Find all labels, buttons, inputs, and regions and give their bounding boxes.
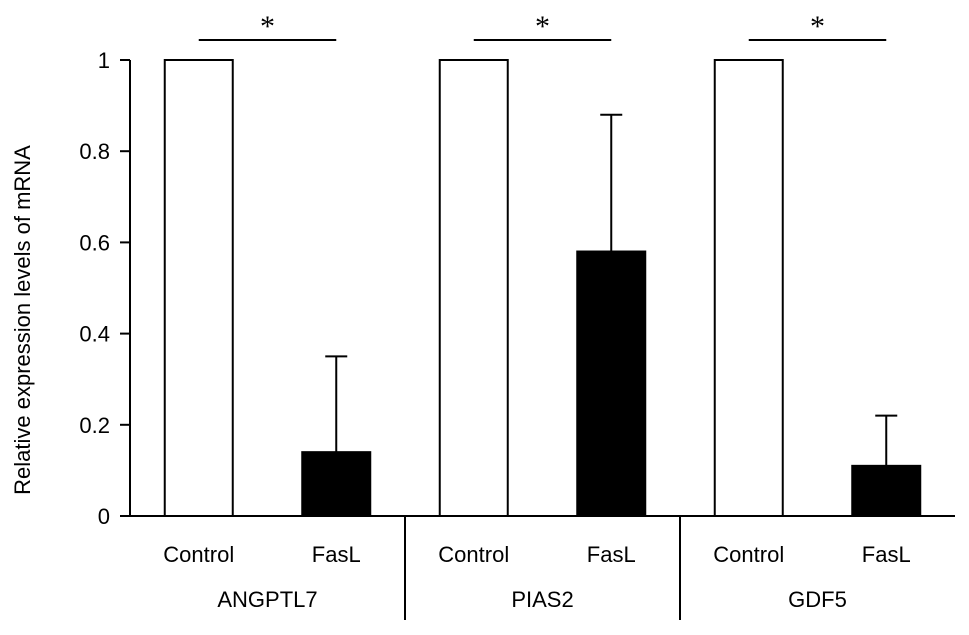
plot-area: * * * [163, 10, 922, 518]
x-tick-label: FasL [312, 542, 361, 567]
group-label: PIAS2 [511, 587, 573, 612]
bar-pias2-control [438, 59, 509, 517]
y-axis-label: Relative expression levels of mRNA [10, 145, 35, 495]
y-tick-label: 0 [98, 504, 110, 529]
y-tick-label: 1 [98, 48, 110, 73]
y-tick-label: 0.2 [79, 413, 110, 438]
bar-angptl7-control [163, 59, 234, 517]
x-tick-label: FasL [862, 542, 911, 567]
significance-marker: * [535, 10, 550, 43]
x-tick-label: FasL [587, 542, 636, 567]
group-label: ANGPTL7 [217, 587, 317, 612]
significance-marker: * [260, 10, 275, 43]
y-axis: 0 0.2 0.4 0.6 0.8 1 [79, 48, 131, 529]
x-tick-label: Control [438, 542, 509, 567]
significance-marker: * [810, 10, 825, 43]
x-tick-label: Control [713, 542, 784, 567]
y-tick-label: 0.8 [79, 139, 110, 164]
x-tick-label: Control [163, 542, 234, 567]
group-label: GDF5 [788, 587, 847, 612]
bar-angptl7-fasl [301, 451, 372, 518]
bar-pias2-fasl [576, 250, 647, 518]
bar-gdf5-fasl [851, 464, 922, 517]
y-tick-label: 0.4 [79, 322, 110, 347]
bar-gdf5-control [713, 59, 784, 517]
y-tick-label: 0.6 [79, 230, 110, 255]
